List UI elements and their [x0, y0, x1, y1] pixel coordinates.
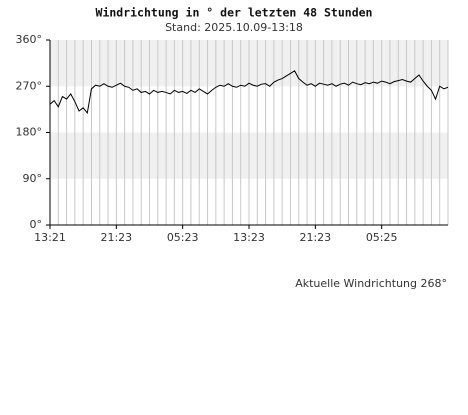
y-tick-label: 360° [16, 33, 43, 46]
x-tick-label: 13:23 [233, 231, 265, 244]
x-tick-label: 05:25 [366, 231, 398, 244]
x-tick-label: 05:23 [167, 231, 199, 244]
y-tick-label: 180° [16, 126, 43, 139]
x-tick-label: 13:21 [34, 231, 66, 244]
y-tick-label: 270° [16, 79, 43, 92]
x-tick-label: 21:23 [299, 231, 331, 244]
annotation: Aktuelle Windrichtung 268° [295, 277, 447, 290]
y-tick-label: 0° [30, 218, 43, 231]
chart-subtitle: Stand: 2025.10.09-13:18 [165, 21, 303, 34]
chart-title: Windrichtung in ° der letzten 48 Stunden [96, 6, 373, 20]
x-tick-label: 21:23 [100, 231, 132, 244]
y-tick-label: 90° [23, 172, 43, 185]
data-line [49, 70, 449, 115]
